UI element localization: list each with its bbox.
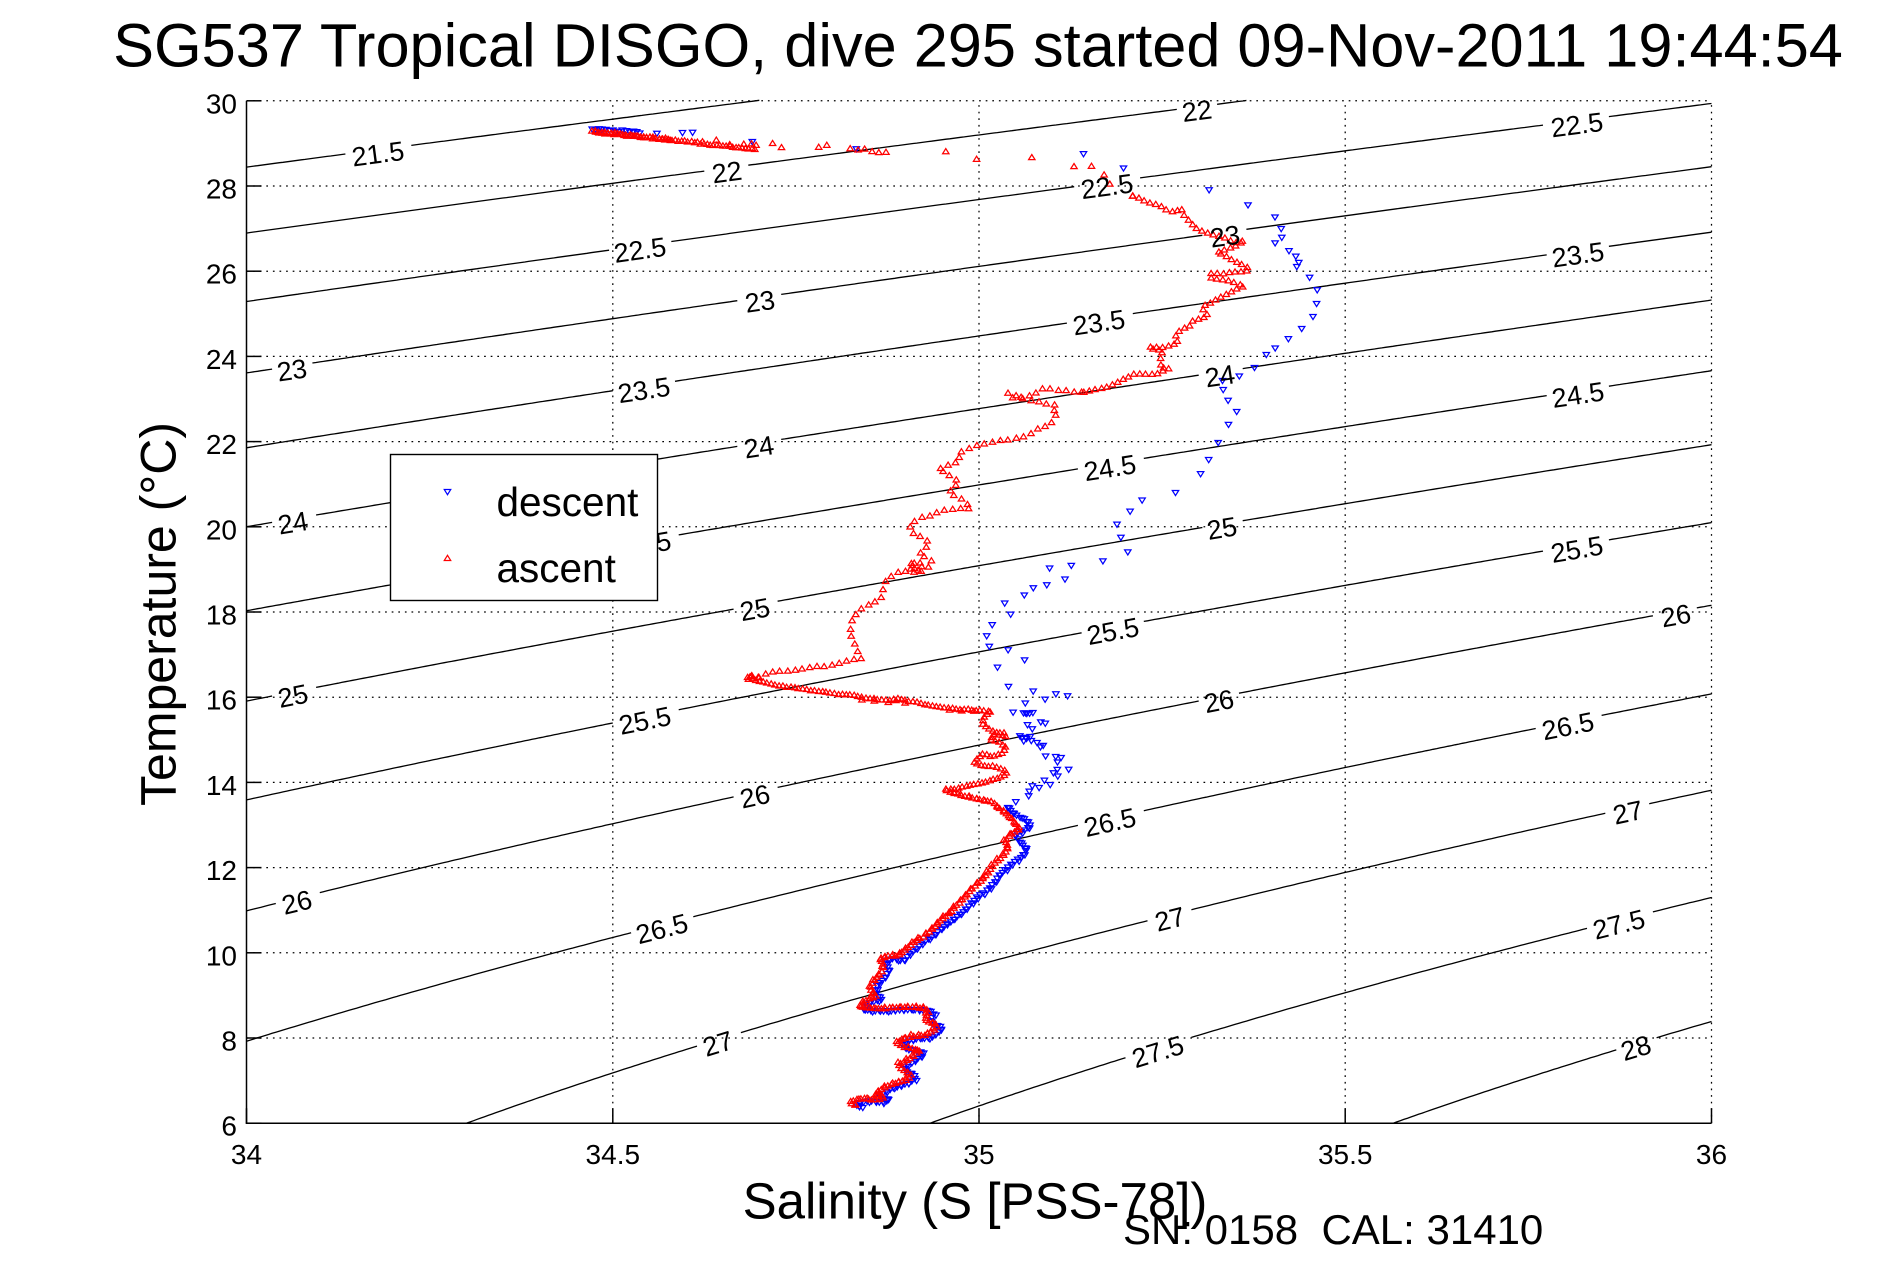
svg-text:26: 26 <box>737 779 773 815</box>
svg-text:24: 24 <box>742 430 776 464</box>
svg-text:SN: 0158 CAL: 31410: SN: 0158 CAL: 31410 <box>1123 1206 1543 1253</box>
svg-text:24: 24 <box>1203 359 1237 393</box>
svg-text:23.5: 23.5 <box>1550 237 1606 274</box>
svg-text:23.5: 23.5 <box>1071 304 1127 341</box>
svg-text:Salinity (S [PSS-78]): Salinity (S [PSS-78]) <box>743 1173 1208 1230</box>
svg-text:27: 27 <box>1610 795 1646 831</box>
svg-text:34: 34 <box>231 1139 262 1170</box>
svg-text:22.5: 22.5 <box>612 232 668 269</box>
svg-text:14: 14 <box>206 770 237 801</box>
svg-text:35: 35 <box>963 1139 994 1170</box>
svg-text:27: 27 <box>1152 901 1188 937</box>
svg-text:24: 24 <box>206 344 237 375</box>
svg-text:22: 22 <box>206 429 237 460</box>
svg-text:10: 10 <box>206 940 237 971</box>
svg-text:SG537 Tropical DISGO, dive 295: SG537 Tropical DISGO, dive 295 started 0… <box>113 12 1843 80</box>
svg-text:24: 24 <box>276 506 311 541</box>
svg-text:23: 23 <box>275 353 309 387</box>
svg-text:18: 18 <box>206 600 237 631</box>
svg-text:ascent: ascent <box>497 545 616 591</box>
svg-text:35.5: 35.5 <box>1318 1139 1373 1170</box>
svg-text:6: 6 <box>221 1111 237 1142</box>
svg-text:16: 16 <box>206 685 237 716</box>
svg-text:26: 26 <box>206 259 237 290</box>
svg-text:25: 25 <box>275 679 310 714</box>
svg-text:21.5: 21.5 <box>350 136 406 173</box>
svg-text:22: 22 <box>1180 94 1214 128</box>
svg-text:23: 23 <box>743 285 777 319</box>
svg-text:34.5: 34.5 <box>586 1139 641 1170</box>
svg-text:25: 25 <box>1205 511 1240 546</box>
svg-text:26: 26 <box>1659 599 1694 634</box>
svg-text:12: 12 <box>206 855 237 886</box>
svg-text:22: 22 <box>710 156 744 190</box>
svg-text:26: 26 <box>279 884 315 920</box>
svg-text:descent: descent <box>497 479 639 525</box>
svg-text:22.5: 22.5 <box>1549 107 1605 143</box>
svg-text:8: 8 <box>221 1026 237 1057</box>
svg-text:30: 30 <box>206 88 237 119</box>
svg-text:28: 28 <box>206 174 237 205</box>
svg-text:22.5: 22.5 <box>1079 168 1135 205</box>
svg-text:23: 23 <box>1208 220 1242 254</box>
svg-text:Temperature (°C): Temperature (°C) <box>131 422 187 806</box>
svg-text:20: 20 <box>206 514 237 545</box>
svg-text:26: 26 <box>1201 684 1236 719</box>
svg-text:25: 25 <box>738 592 773 627</box>
svg-text:36: 36 <box>1696 1139 1727 1170</box>
